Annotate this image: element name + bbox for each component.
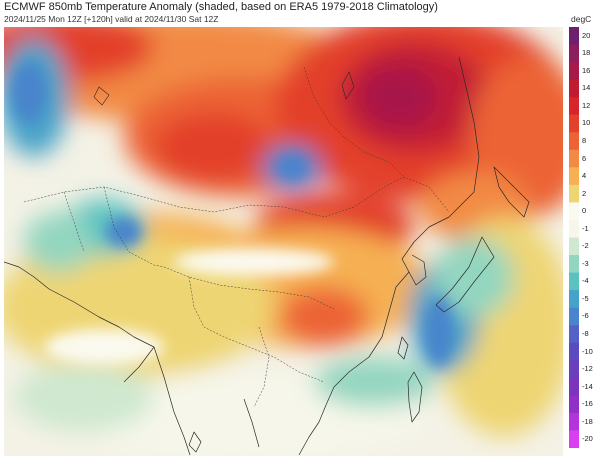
- anomaly-shading: [4, 27, 563, 456]
- colorbar-cell: [569, 360, 579, 379]
- colorbar-tick-label: 6: [582, 153, 587, 163]
- colorbar-tick-label: 4: [582, 171, 587, 181]
- colorbar-cell: [569, 149, 579, 168]
- colorbar-cell: [569, 237, 579, 256]
- colorbar-tick-label: 0: [582, 206, 587, 216]
- coastlines: [4, 56, 530, 456]
- colorbar-cell: [569, 184, 579, 203]
- colorbar-tick-label: -10: [582, 346, 593, 356]
- colorbar-tick-label: 20: [582, 30, 591, 40]
- anomaly-map-canvas: [4, 27, 563, 456]
- colorbar-tick-label: -4: [582, 276, 589, 286]
- colorbar-cell: [569, 167, 579, 186]
- colorbar-cell: [569, 342, 579, 361]
- colorbar-tick-label: -1: [582, 223, 589, 233]
- colorbar-top-cap: [569, 27, 579, 33]
- colorbar-cell: [569, 430, 579, 448]
- colorbar-tick-label: -12: [582, 364, 593, 374]
- country-borders: [23, 66, 450, 408]
- colorbar-cell: [569, 307, 579, 326]
- lake-outlines: [93, 71, 355, 106]
- colorbar-cell: [569, 44, 579, 63]
- map-title: ECMWF 850mb Temperature Anomaly (shaded,…: [4, 1, 438, 13]
- colorbar-tick-label: 16: [582, 65, 591, 75]
- colorbar-tick-labels: 20 18 16 14 12 10 8 6 4 2 0 -1 -2 -3 -4 -5 -6 -8 -10 -12 -14…: [582, 27, 600, 448]
- colorbar-cell: [569, 412, 579, 431]
- colorbar-tick-label: 18: [582, 48, 591, 58]
- colorbar-tick-label: 2: [582, 188, 587, 198]
- colorbar: [569, 27, 579, 448]
- colorbar-cell: [569, 79, 579, 98]
- colorbar-tick-label: -16: [582, 399, 593, 409]
- colorbar-tick-label: 14: [582, 83, 591, 93]
- colorbar-tick-label: -6: [582, 311, 589, 321]
- colorbar-cell: [569, 219, 579, 238]
- colorbar-bottom-cap: [569, 442, 579, 448]
- colorbar-tick-label: -20: [582, 434, 593, 444]
- colorbar-tick-label: -18: [582, 416, 593, 426]
- colorbar-cell: [569, 27, 579, 46]
- anomaly-map: [4, 27, 563, 456]
- colorbar-cell: [569, 395, 579, 414]
- colorbar-tick-label: -14: [582, 381, 593, 391]
- colorbar-tick-label: 8: [582, 136, 587, 146]
- colorbar-cell: [569, 114, 579, 133]
- colorbar-cell: [569, 290, 579, 309]
- colorbar-cell: [569, 132, 579, 151]
- colorbar-cell: [569, 255, 579, 274]
- colorbar-cell: [569, 202, 579, 221]
- colorbar-cell: [569, 62, 579, 81]
- colorbar-unit: degC: [571, 14, 592, 24]
- colorbar-tick-label: -3: [582, 258, 589, 268]
- colorbar-cell: [569, 97, 579, 116]
- colorbar-tick-label: -2: [582, 241, 589, 251]
- valid-time-subtitle: 2024/11/25 Mon 12Z [+120h] valid at 2024…: [4, 14, 219, 24]
- colorbar-tick-label: 10: [582, 118, 591, 128]
- colorbar-tick-label: -5: [582, 293, 589, 303]
- colorbar-cell: [569, 272, 579, 291]
- anomaly-detail: [11, 62, 453, 367]
- colorbar-tick-label: 12: [582, 100, 591, 110]
- colorbar-tick-label: -8: [582, 328, 589, 338]
- colorbar-cell: [569, 325, 579, 344]
- colorbar-cell: [569, 377, 579, 396]
